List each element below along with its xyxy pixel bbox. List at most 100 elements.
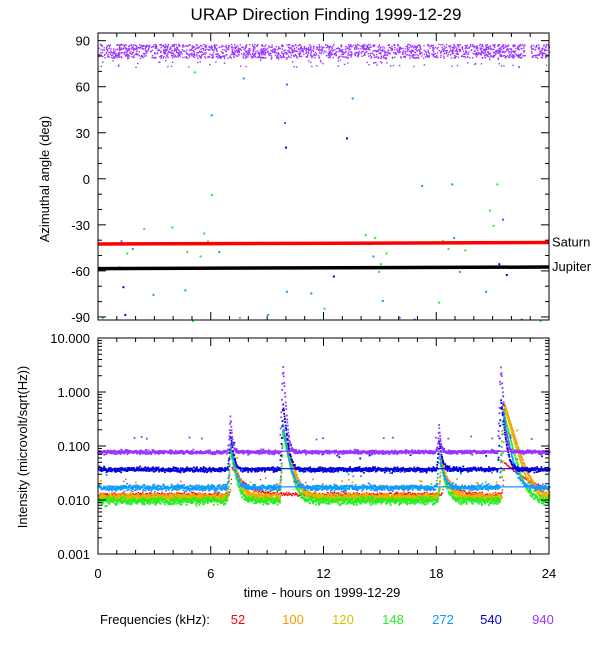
- azimuth-940-point: [397, 44, 399, 46]
- azimuth-940-point: [250, 55, 252, 57]
- intensity-point: [409, 492, 411, 494]
- azimuth-940-point: [314, 51, 317, 54]
- azimuth-940-point: [397, 51, 399, 53]
- azimuth-point: [502, 218, 504, 221]
- azimuth-940-point: [287, 50, 289, 52]
- azimuth-940-point: [500, 48, 503, 51]
- intensity-point: [367, 492, 369, 495]
- azimuth-point: [284, 122, 286, 124]
- azimuth-940-point: [117, 53, 119, 55]
- azimuth-940-point: [322, 47, 324, 49]
- azimuth-940-point: [172, 55, 174, 57]
- azimuth-940-point: [505, 49, 508, 51]
- azimuth-940-point: [233, 53, 235, 55]
- azimuth-940-point: [378, 45, 380, 48]
- azimuth-940-point: [480, 52, 482, 54]
- azimuth-940-point: [541, 52, 543, 54]
- azimuth-940-point: [98, 53, 100, 56]
- azimuth-940-point: [477, 49, 479, 51]
- azimuth-940-point: [268, 46, 270, 48]
- azimuth-940-point: [343, 52, 345, 54]
- intensity-point: [421, 494, 424, 497]
- intensity-point: [514, 437, 517, 440]
- azimuth-940-point: [336, 47, 338, 50]
- azimuth-940-point: [297, 53, 300, 55]
- intensity-point: [229, 445, 232, 448]
- intensity-point: [195, 494, 197, 496]
- intensity-point: [224, 495, 226, 498]
- azimuth-940-point: [392, 64, 395, 67]
- azimuth-940-point: [461, 48, 464, 51]
- intensity-point: [401, 495, 404, 497]
- azimuth-940-point: [383, 47, 386, 49]
- azimuth-940-point: [238, 50, 240, 52]
- azimuth-940-point: [471, 49, 473, 51]
- azimuth-940-point: [500, 46, 502, 48]
- azimuth-940-point: [316, 48, 318, 50]
- azimuth-940-point: [257, 52, 260, 54]
- azimuth-940-point: [106, 47, 108, 50]
- intensity-point: [446, 477, 449, 480]
- azimuth-940-point: [449, 45, 451, 47]
- azimuth-940-point: [310, 47, 312, 50]
- azimuth-940-point: [288, 56, 290, 58]
- intensity-point: [240, 488, 243, 491]
- azimuth-940-point: [446, 51, 448, 54]
- azimuth-940-point: [282, 54, 285, 56]
- azimuth-940-point: [362, 50, 364, 53]
- azimuth-940-point: [181, 53, 183, 55]
- azimuth-940-point: [535, 46, 537, 48]
- azimuth-940-point: [244, 54, 246, 56]
- azimuth-940-point: [544, 50, 546, 52]
- azimuth-940-point: [440, 50, 442, 53]
- intensity-point: [135, 493, 138, 496]
- chart-title: URAP Direction Finding 1999-12-29: [191, 5, 462, 24]
- intensity-point: [525, 478, 527, 480]
- intensity-point: [184, 493, 186, 496]
- azimuth-940-point: [473, 63, 476, 66]
- azimuth-940-point: [502, 46, 505, 48]
- azimuth-940-point: [327, 53, 329, 55]
- azimuth-940-point: [480, 63, 483, 65]
- azimuth-940-point: [271, 57, 273, 59]
- intensity-point: [523, 464, 526, 467]
- azimuth-940-point: [384, 51, 386, 54]
- intensity-point: [341, 494, 343, 496]
- azimuth-940-point: [152, 45, 154, 48]
- azimuth-940-point: [211, 57, 213, 59]
- azimuth-940-point: [298, 48, 300, 50]
- azimuth-940-point: [484, 50, 487, 52]
- azimuth-940-point: [281, 45, 283, 48]
- intensity-point: [358, 493, 360, 495]
- azimuth-940-point: [254, 48, 256, 50]
- azimuth-940-point: [287, 53, 289, 55]
- azimuth-940-point: [337, 65, 340, 67]
- azimuth-940-point: [419, 44, 421, 46]
- intensity-point: [411, 493, 413, 495]
- azimuth-940-point: [219, 57, 222, 59]
- azimuth-940-point: [519, 45, 521, 48]
- intensity-point: [264, 494, 267, 497]
- azimuth-940-point: [386, 54, 388, 56]
- intensity-point: [338, 493, 340, 495]
- azimuth-940-point: [190, 48, 193, 50]
- azimuth-940-point: [135, 48, 137, 50]
- azimuth-940-point: [431, 53, 433, 55]
- azimuth-940-point: [402, 53, 404, 55]
- intensity-point: [329, 493, 331, 496]
- azimuth-940-point: [461, 47, 463, 49]
- azimuth-940-point: [244, 45, 247, 48]
- intensity-point: [412, 494, 414, 497]
- azimuth-940-point: [277, 58, 280, 60]
- intensity-point: [489, 493, 491, 495]
- azimuth-940-point: [231, 43, 233, 46]
- azimuth-940-point: [132, 44, 135, 46]
- intensity-point: [288, 492, 290, 494]
- intensity-point: [184, 495, 187, 497]
- azimuth-940-point: [512, 64, 514, 67]
- intensity-point: [414, 493, 416, 495]
- intensity-point: [476, 493, 479, 496]
- intensity-point: [113, 494, 116, 497]
- intensity-point: [516, 443, 518, 446]
- intensity-point: [361, 495, 364, 497]
